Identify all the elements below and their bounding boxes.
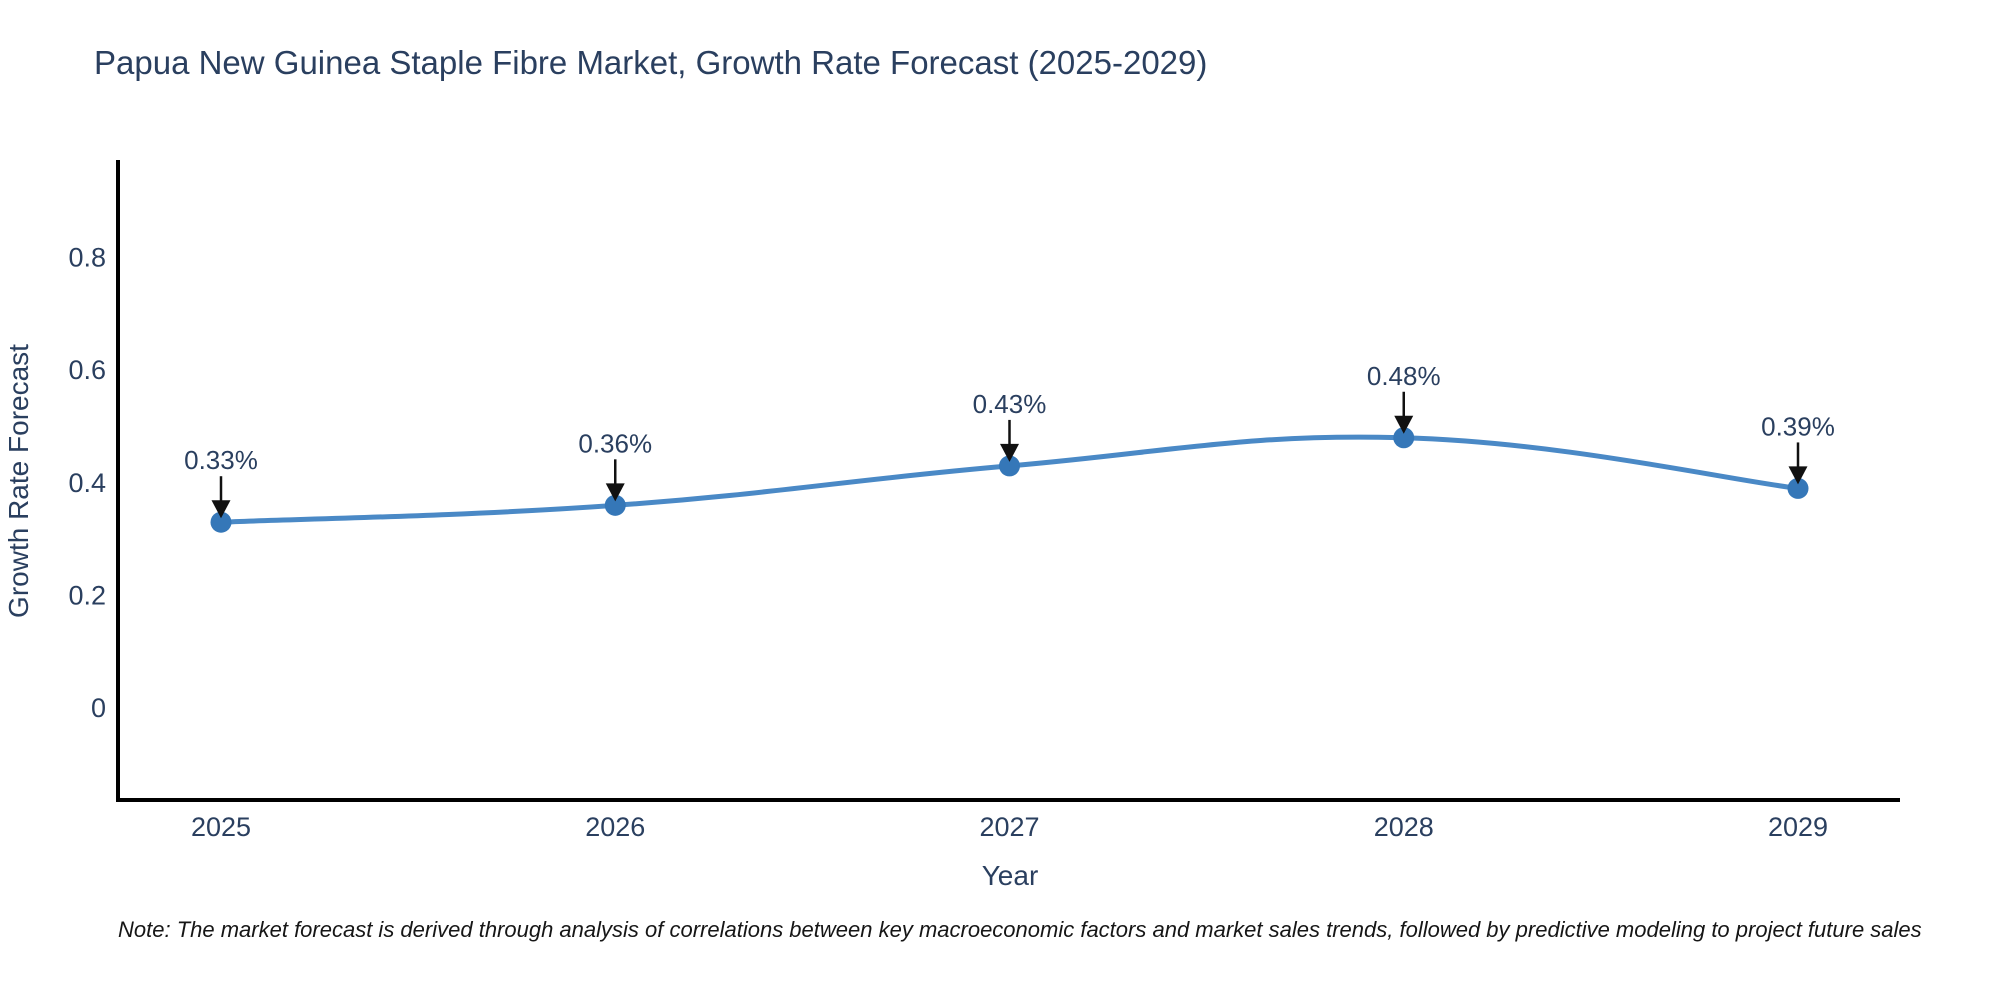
x-tick-label: 2025 (191, 812, 251, 842)
chart-title: Papua New Guinea Staple Fibre Market, Gr… (94, 44, 1208, 81)
annotation-2025: 0.33% (184, 445, 258, 519)
y-tick-label: 0.2 (68, 580, 106, 610)
annotation-arrowhead-icon (1394, 415, 1414, 434)
x-tick-label: 2028 (1374, 812, 1434, 842)
point-annotations: 0.33% 0.36% 0.43% 0.48% 0.39% (184, 361, 1835, 519)
y-axis-tick-labels: 0 0.2 0.4 0.6 0.8 (68, 243, 106, 723)
data-point-2029 (1787, 477, 1809, 499)
data-point-2026 (604, 494, 626, 516)
series-markers (210, 427, 1809, 533)
x-axis-title: Year (982, 860, 1039, 891)
annotation-arrowhead-icon (211, 500, 231, 519)
y-axis-title: Growth Rate Forecast (3, 344, 34, 618)
footnote: Note: The market forecast is derived thr… (118, 917, 1922, 942)
x-axis-tick-labels: 2025 2026 2027 2028 2029 (191, 812, 1828, 842)
annotation-arrowhead-icon (1000, 443, 1019, 462)
annotation-label: 0.39% (1761, 411, 1835, 441)
x-tick-label: 2026 (585, 812, 645, 842)
annotation-2026: 0.36% (578, 428, 652, 502)
data-point-2028 (1393, 427, 1415, 449)
data-point-2025 (210, 511, 232, 533)
annotation-2029: 0.39% (1761, 411, 1835, 485)
annotation-arrowhead-icon (1788, 466, 1808, 485)
x-tick-label: 2027 (979, 812, 1039, 842)
x-tick-label: 2029 (1768, 812, 1828, 842)
annotation-label: 0.48% (1367, 361, 1441, 391)
y-tick-label: 0.4 (68, 468, 106, 498)
annotation-2028: 0.48% (1367, 361, 1441, 434)
annotation-label: 0.43% (973, 389, 1047, 419)
annotation-label: 0.33% (184, 445, 258, 475)
y-tick-label: 0 (91, 693, 106, 723)
annotation-arrowhead-icon (605, 483, 625, 502)
annotation-2027: 0.43% (973, 389, 1047, 462)
data-point-2027 (999, 455, 1020, 477)
y-tick-label: 0.6 (68, 355, 106, 385)
annotation-label: 0.36% (578, 428, 652, 458)
y-tick-label: 0.8 (68, 243, 106, 273)
